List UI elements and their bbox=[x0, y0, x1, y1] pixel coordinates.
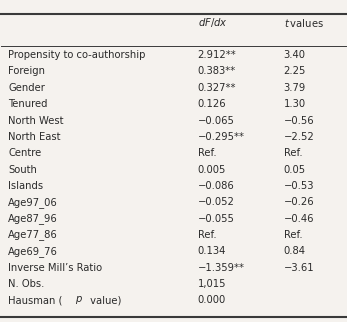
Text: −0.53: −0.53 bbox=[283, 181, 314, 191]
Text: 0.005: 0.005 bbox=[197, 165, 226, 175]
Text: Foreign: Foreign bbox=[8, 66, 45, 76]
Text: 2.912**: 2.912** bbox=[197, 50, 236, 60]
Text: South: South bbox=[8, 165, 37, 175]
Text: 0.126: 0.126 bbox=[197, 99, 226, 109]
Text: 1.30: 1.30 bbox=[283, 99, 306, 109]
Text: 2.25: 2.25 bbox=[283, 66, 306, 76]
Text: Age87_96: Age87_96 bbox=[8, 213, 58, 224]
Text: Tenured: Tenured bbox=[8, 99, 48, 109]
Text: −2.52: −2.52 bbox=[283, 132, 314, 142]
Text: Ref.: Ref. bbox=[197, 230, 216, 240]
Text: Inverse Mill’s Ratio: Inverse Mill’s Ratio bbox=[8, 263, 102, 273]
Text: −0.26: −0.26 bbox=[283, 197, 314, 207]
Text: −0.052: −0.052 bbox=[197, 197, 235, 207]
Text: Islands: Islands bbox=[8, 181, 43, 191]
Text: 3.40: 3.40 bbox=[283, 50, 306, 60]
Text: 0.000: 0.000 bbox=[197, 296, 226, 306]
Text: −0.055: −0.055 bbox=[197, 214, 235, 224]
Text: Age77_86: Age77_86 bbox=[8, 230, 58, 241]
Text: −0.065: −0.065 bbox=[197, 116, 235, 126]
Text: $t$ values: $t$ values bbox=[283, 17, 324, 29]
Text: Ref.: Ref. bbox=[283, 230, 302, 240]
Text: 3.79: 3.79 bbox=[283, 83, 306, 93]
Text: Ref.: Ref. bbox=[283, 148, 302, 158]
Text: 0.05: 0.05 bbox=[283, 165, 306, 175]
Text: Centre: Centre bbox=[8, 148, 42, 158]
Text: Age69_76: Age69_76 bbox=[8, 246, 58, 257]
Text: $dF$/$dx$: $dF$/$dx$ bbox=[197, 16, 227, 29]
Text: North East: North East bbox=[8, 132, 61, 142]
Text: Propensity to co-authorship: Propensity to co-authorship bbox=[8, 50, 146, 60]
Text: −0.295**: −0.295** bbox=[197, 132, 245, 142]
Text: −3.61: −3.61 bbox=[283, 263, 314, 273]
Text: Hausman (: Hausman ( bbox=[8, 296, 63, 306]
Text: −0.086: −0.086 bbox=[197, 181, 234, 191]
Text: −1.359**: −1.359** bbox=[197, 263, 245, 273]
Text: −0.46: −0.46 bbox=[283, 214, 314, 224]
Text: 0.383**: 0.383** bbox=[197, 66, 236, 76]
Text: N. Obs.: N. Obs. bbox=[8, 279, 45, 289]
Text: value): value) bbox=[87, 296, 121, 306]
Text: $p$: $p$ bbox=[75, 295, 83, 307]
Text: North West: North West bbox=[8, 116, 64, 126]
Text: Ref.: Ref. bbox=[197, 148, 216, 158]
Text: 1,015: 1,015 bbox=[197, 279, 226, 289]
Text: 0.134: 0.134 bbox=[197, 246, 226, 256]
Text: Gender: Gender bbox=[8, 83, 45, 93]
Text: −0.56: −0.56 bbox=[283, 116, 314, 126]
Text: Age97_06: Age97_06 bbox=[8, 197, 58, 208]
Text: 0.327**: 0.327** bbox=[197, 83, 236, 93]
Text: 0.84: 0.84 bbox=[283, 246, 306, 256]
